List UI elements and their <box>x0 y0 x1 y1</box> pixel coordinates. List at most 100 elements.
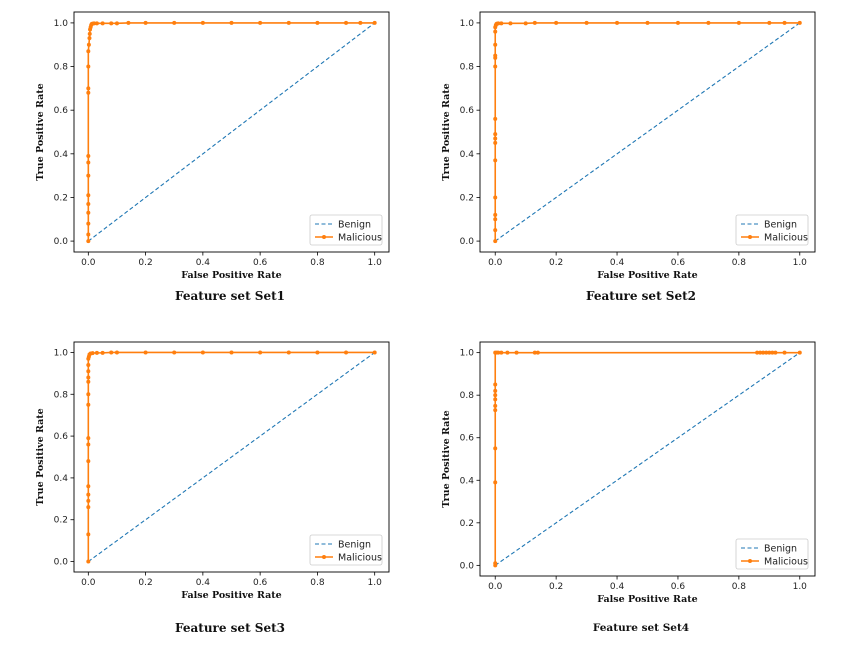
data-point-malicious <box>109 21 114 26</box>
data-point-malicious <box>86 392 91 397</box>
plot-frame <box>73 341 390 573</box>
data-point-malicious <box>773 350 778 355</box>
data-point-malicious <box>782 20 787 25</box>
data-point-malicious <box>493 64 498 69</box>
data-point-malicious <box>493 480 498 485</box>
data-point-malicious <box>493 228 498 233</box>
x-axis-label: False Positive Rate <box>597 270 697 281</box>
x-axis-label: False Positive Rate <box>597 594 697 605</box>
data-point-malicious <box>86 363 91 367</box>
x-tick-label: 0.0 <box>81 258 96 268</box>
data-point-malicious <box>286 350 291 355</box>
data-point-malicious <box>172 20 177 25</box>
data-point-malicious <box>86 369 91 374</box>
x-tick-label: 0.8 <box>732 582 747 592</box>
data-point-malicious <box>523 21 528 26</box>
legend-label: Malicious <box>764 232 808 243</box>
x-tick-label: 1.0 <box>368 578 383 588</box>
data-point-malicious <box>286 20 291 25</box>
caption-set3: Feature set Set3 <box>175 621 285 635</box>
data-point-malicious <box>86 154 91 158</box>
x-tick-label: 0.6 <box>671 582 686 592</box>
y-tick-label: 0.6 <box>54 432 69 442</box>
data-point-malicious <box>94 21 99 26</box>
data-point-malicious <box>493 136 498 141</box>
data-point-malicious <box>645 20 650 25</box>
data-point-malicious <box>86 375 91 380</box>
y-axis-label: True Positive Rate <box>441 83 452 180</box>
data-point-malicious <box>100 350 105 355</box>
data-point-malicious <box>761 350 766 355</box>
series-line-benign <box>494 352 801 566</box>
data-point-malicious <box>114 350 119 355</box>
roc-chart-set3: 0.0 0.2 0.4 0.6 0.8 1.0 0.0 0.2 0.4 0.6 0.8 1.0 Fals… <box>35 341 390 601</box>
x-tick-label: 0.2 <box>138 578 152 588</box>
data-point-malicious <box>358 20 363 25</box>
data-point-malicious <box>493 388 498 393</box>
y-tick-label: 1.0 <box>460 349 475 359</box>
legend: Benign Malicious <box>735 538 809 570</box>
data-point-malicious <box>344 350 349 355</box>
data-point-malicious <box>493 408 498 413</box>
data-point-malicious <box>514 350 519 355</box>
data-point-malicious <box>493 382 498 387</box>
data-point-malicious <box>87 31 92 36</box>
data-point-malicious <box>86 86 91 91</box>
data-point-malicious <box>86 232 91 237</box>
data-point-malicious <box>86 505 91 510</box>
data-point-malicious <box>493 53 498 58</box>
y-tick-label: 0.2 <box>54 516 68 526</box>
data-point-malicious <box>86 498 91 503</box>
data-point-malicious <box>493 446 498 451</box>
data-point-malicious <box>797 20 802 25</box>
data-point-malicious <box>229 350 234 355</box>
data-point-malicious <box>496 350 501 355</box>
caption-set4: Feature set Set4 <box>592 622 690 634</box>
data-point-malicious <box>736 20 741 25</box>
legend-label: Malicious <box>764 556 808 567</box>
caption-set2: Feature set Set2 <box>586 289 696 303</box>
y-tick-label: 0.8 <box>460 63 475 73</box>
legend-marker-malicious <box>322 235 326 239</box>
data-point-malicious <box>86 559 91 564</box>
data-point-malicious <box>258 350 263 355</box>
data-point-malicious <box>493 561 498 566</box>
legend-label: Benign <box>338 539 371 550</box>
y-tick-label: 0.8 <box>54 390 69 400</box>
y-tick-label: 0.0 <box>54 558 69 568</box>
data-point-malicious <box>499 21 504 26</box>
data-point-malicious <box>505 350 510 355</box>
series-line-benign <box>87 22 376 242</box>
data-point-malicious <box>172 350 177 355</box>
data-point-malicious <box>94 350 99 355</box>
x-tick-label: 0.4 <box>610 582 625 592</box>
x-tick-label: 0.0 <box>488 582 503 592</box>
data-point-malicious <box>493 42 498 47</box>
x-tick-label: 0.6 <box>253 258 268 268</box>
y-axis-label: True Positive Rate <box>35 408 46 505</box>
legend-marker-malicious <box>322 555 326 559</box>
data-point-malicious <box>86 221 91 226</box>
x-tick-label: 0.2 <box>549 258 563 268</box>
x-tick-label: 0.4 <box>610 258 625 268</box>
y-tick-label: 0.4 <box>54 474 69 484</box>
y-tick-label: 0.0 <box>460 237 475 247</box>
data-point-malicious <box>100 21 105 26</box>
data-point-malicious <box>372 350 377 355</box>
data-point-malicious <box>86 436 91 441</box>
data-point-malicious <box>143 20 148 25</box>
y-tick-label: 0.6 <box>460 434 475 444</box>
y-tick-label: 0.0 <box>460 561 475 571</box>
data-point-malicious <box>114 21 119 26</box>
x-axis-label: False Positive Rate <box>181 270 281 281</box>
data-point-malicious <box>496 21 501 26</box>
legend-marker-malicious <box>748 559 752 563</box>
data-point-malicious <box>499 350 504 355</box>
x-axis-label: False Positive Rate <box>181 590 281 601</box>
legend: Benign Malicious <box>309 534 383 566</box>
legend-label: Benign <box>338 219 371 230</box>
y-tick-label: 0.2 <box>460 193 474 203</box>
data-point-malicious <box>200 20 205 25</box>
data-point-malicious <box>86 492 91 497</box>
